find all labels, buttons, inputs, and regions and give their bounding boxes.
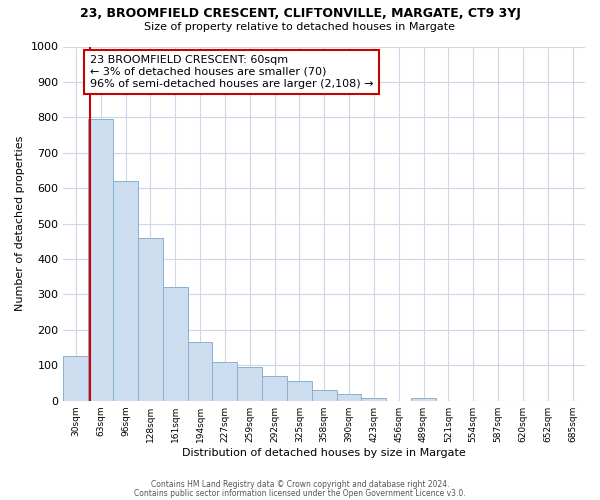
Bar — [88, 119, 113, 400]
Bar — [287, 381, 312, 400]
Bar — [411, 398, 436, 400]
Bar — [337, 394, 361, 400]
Bar — [188, 342, 212, 400]
Bar — [212, 362, 237, 401]
Text: Contains public sector information licensed under the Open Government Licence v3: Contains public sector information licen… — [134, 488, 466, 498]
Y-axis label: Number of detached properties: Number of detached properties — [15, 136, 25, 312]
Bar — [113, 181, 138, 400]
Text: 23, BROOMFIELD CRESCENT, CLIFTONVILLE, MARGATE, CT9 3YJ: 23, BROOMFIELD CRESCENT, CLIFTONVILLE, M… — [80, 8, 520, 20]
Bar — [361, 398, 386, 400]
Text: 23 BROOMFIELD CRESCENT: 60sqm
← 3% of detached houses are smaller (70)
96% of se: 23 BROOMFIELD CRESCENT: 60sqm ← 3% of de… — [90, 56, 373, 88]
Text: Size of property relative to detached houses in Margate: Size of property relative to detached ho… — [145, 22, 455, 32]
Bar — [237, 367, 262, 400]
Bar — [312, 390, 337, 400]
Bar — [262, 376, 287, 400]
Bar — [138, 238, 163, 400]
Bar — [64, 356, 88, 401]
Bar — [163, 288, 188, 401]
Text: Contains HM Land Registry data © Crown copyright and database right 2024.: Contains HM Land Registry data © Crown c… — [151, 480, 449, 489]
X-axis label: Distribution of detached houses by size in Margate: Distribution of detached houses by size … — [182, 448, 466, 458]
